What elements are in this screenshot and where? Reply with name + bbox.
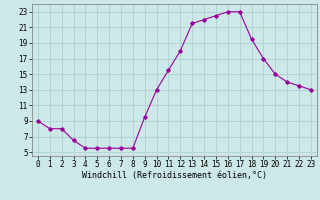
X-axis label: Windchill (Refroidissement éolien,°C): Windchill (Refroidissement éolien,°C) — [82, 171, 267, 180]
